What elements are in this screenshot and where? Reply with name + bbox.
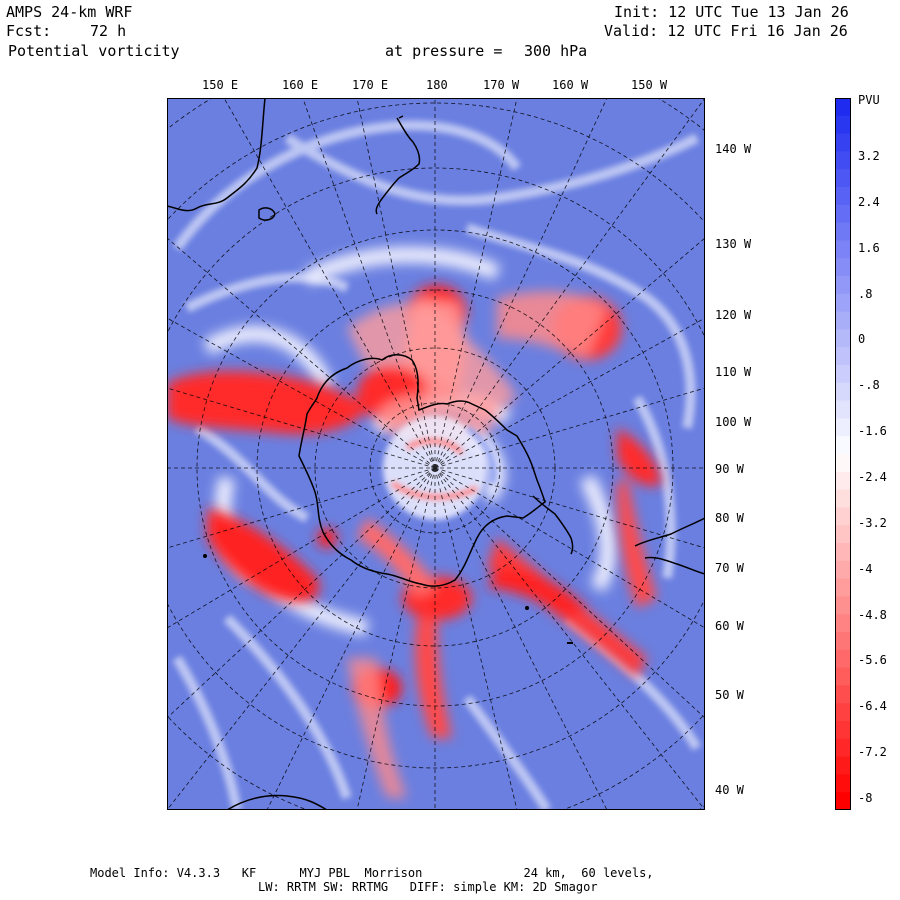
colorbar-step: [835, 507, 851, 526]
colorbar-tick-label: .8: [858, 287, 873, 301]
colorbar-step: [835, 614, 851, 633]
colorbar-tick-label: 2.4: [858, 195, 880, 209]
pressure-level-value: 300 hPa: [524, 42, 588, 60]
colorbar-step: [835, 329, 851, 348]
colorbar-tick-label: -2.4: [858, 470, 887, 484]
colorbar-step: [835, 347, 851, 366]
colorbar-step: [835, 632, 851, 651]
lon-label-top: 150 E: [202, 78, 239, 92]
colorbar-step: [835, 365, 851, 384]
map-frame: [167, 98, 705, 810]
graticule: [167, 98, 705, 810]
lon-label-right: 100 W: [715, 415, 752, 429]
colorbar-tick-label: -5.6: [858, 653, 887, 667]
colorbar-step: [835, 738, 851, 758]
colorbar-step: [835, 204, 851, 224]
colorbar-step: [835, 311, 851, 330]
colorbar-step: [835, 222, 851, 241]
colorbar-tick-label: -3.2: [858, 516, 887, 530]
colorbar-step: [835, 596, 851, 615]
lon-label-right: 110 W: [715, 365, 752, 379]
lon-label-right: 130 W: [715, 237, 752, 251]
colorbar-step: [835, 400, 851, 419]
lon-label-right: 120 W: [715, 308, 752, 322]
colorbar-step: [835, 578, 851, 597]
lon-label-top: 180: [426, 78, 448, 92]
lon-label-top: 150 W: [631, 78, 668, 92]
colorbar-step: [835, 436, 851, 455]
colorbar-step: [835, 382, 851, 402]
colorbar-step: [835, 721, 851, 740]
model-info-line2: LW: RRTM SW: RRTMG DIFF: simple KM: 2D S…: [258, 880, 598, 894]
model-info-line1: Model Info: V4.3.3 KF MYJ PBL Morrison 2…: [90, 866, 654, 880]
colorbar-tick-label: -6.4: [858, 699, 887, 713]
antarctic-peninsula: [532, 495, 574, 555]
lon-label-top: 160 E: [282, 78, 319, 92]
colorbar-step: [835, 133, 851, 152]
colorbar: [835, 98, 851, 810]
colorbar-step: [835, 667, 851, 686]
colorbar-step: [835, 756, 851, 775]
forecast-label: Fcst:: [6, 22, 52, 40]
tasmania-coastline: [258, 207, 276, 221]
colorbar-step: [835, 115, 851, 135]
lon-label-right: 90 W: [715, 462, 744, 476]
colorbar-tick-label: -8: [858, 791, 873, 805]
colorbar-unit: PVU: [858, 93, 880, 107]
coastline-fragment: [226, 794, 328, 810]
lon-label-right: 50 W: [715, 688, 744, 702]
australia-coastline: [167, 98, 266, 212]
pressure-level-label: at pressure =: [385, 42, 503, 60]
antarctica-coastline: [298, 354, 546, 587]
lon-label-right: 60 W: [715, 619, 744, 633]
colorbar-step: [835, 454, 851, 473]
colorbar-tick-label: 3.2: [858, 149, 880, 163]
colorbar-tick-label: -7.2: [858, 745, 887, 759]
valid-time: Valid: 12 UTC Fri 16 Jan 26: [604, 22, 848, 40]
lon-label-right: 70 W: [715, 561, 744, 575]
lon-label-top: 170 E: [352, 78, 389, 92]
colorbar-step: [835, 169, 851, 188]
colorbar-tick-label: -4.8: [858, 608, 887, 622]
forecast-hour: 72 h: [90, 22, 127, 40]
colorbar-step: [835, 187, 851, 206]
lon-label-right: 80 W: [715, 511, 744, 525]
colorbar-step: [835, 293, 851, 313]
island: [203, 554, 207, 558]
init-time: Init: 12 UTC Tue 13 Jan 26: [614, 3, 849, 21]
colorbar-tick-label: 0: [858, 332, 866, 346]
pv-filaments-light: [172, 120, 702, 810]
colorbar-step: [835, 792, 851, 810]
new-zealand-coastline: [375, 115, 421, 215]
island: [525, 606, 529, 610]
colorbar-tick-label: 1.6: [858, 241, 880, 255]
colorbar-tick-label: -4: [858, 562, 873, 576]
pv-negative-regions: [167, 285, 662, 798]
colorbar-step: [835, 525, 851, 544]
model-name: AMPS 24-km WRF: [6, 3, 133, 21]
colorbar-step: [835, 560, 851, 580]
colorbar-step: [835, 489, 851, 508]
colorbar-step: [835, 418, 851, 437]
lon-label-top: 170 W: [483, 78, 520, 92]
colorbar-tick-label: -.8: [858, 378, 880, 392]
colorbar-step: [835, 471, 851, 491]
lon-label-right: 140 W: [715, 142, 752, 156]
colorbar-step: [835, 685, 851, 704]
field-name: Potential vorticity: [8, 42, 180, 60]
lon-label-right: 40 W: [715, 783, 744, 797]
colorbar-tick-label: -1.6: [858, 424, 887, 438]
colorbar-step: [835, 98, 851, 117]
colorbar-step: [835, 649, 851, 669]
colorbar-step: [835, 240, 851, 259]
pv-map: [167, 98, 705, 810]
colorbar-step: [835, 276, 851, 295]
colorbar-step: [835, 703, 851, 722]
colorbar-step: [835, 151, 851, 170]
colorbar-step: [835, 258, 851, 277]
colorbar-step: [835, 543, 851, 562]
south-america-coastline: [634, 517, 705, 575]
lon-label-top: 160 W: [552, 78, 589, 92]
colorbar-step: [835, 774, 851, 793]
